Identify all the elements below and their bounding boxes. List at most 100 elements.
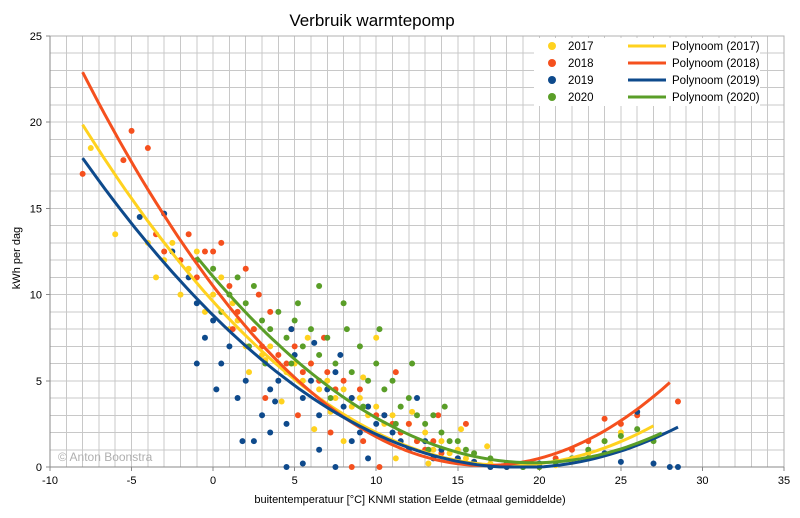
point-2020 <box>275 308 282 315</box>
point-2017 <box>193 248 200 255</box>
point-2017 <box>177 291 184 298</box>
point-2018 <box>242 265 249 272</box>
point-2017 <box>409 408 416 415</box>
legend-marker-2018 <box>548 59 556 67</box>
point-2018 <box>674 398 681 405</box>
legend-background <box>534 38 760 106</box>
point-2017 <box>267 343 274 350</box>
point-2019 <box>299 460 306 467</box>
x-tick-label: -10 <box>42 475 58 487</box>
point-2017 <box>425 460 432 467</box>
point-2019 <box>340 403 347 410</box>
x-tick-label: 10 <box>370 475 382 487</box>
point-2020 <box>242 300 249 307</box>
point-2020 <box>348 369 355 376</box>
point-2017 <box>389 412 396 419</box>
trendlines <box>81 71 679 469</box>
legend-marker-2017 <box>548 42 556 50</box>
watermark: © Anton Boonstra <box>58 450 153 464</box>
point-2020 <box>376 326 383 333</box>
point-2018 <box>294 412 301 419</box>
legend-label-Polynoom (2019): Polynoom (2019) <box>672 75 760 87</box>
point-2020 <box>441 403 448 410</box>
point-2017 <box>360 374 367 381</box>
point-2017 <box>430 446 437 453</box>
legend-marker-2019 <box>548 76 556 84</box>
point-2018 <box>435 412 442 419</box>
point-2020 <box>601 438 608 445</box>
legend-label-Polynoom (2018): Polynoom (2018) <box>672 58 760 70</box>
point-2017 <box>316 386 323 393</box>
legend: 2017 2018 2019 2020 Polynoom (2017) Polynoom … <box>534 38 760 106</box>
x-tick-label: 20 <box>533 475 545 487</box>
y-tick-label: 5 <box>36 376 42 388</box>
point-2018 <box>226 282 233 289</box>
point-2017 <box>484 443 491 450</box>
point-2020 <box>324 334 331 341</box>
x-tick-label: 35 <box>778 475 790 487</box>
point-2018 <box>267 308 274 315</box>
point-2020 <box>430 412 437 419</box>
point-2017 <box>332 395 339 402</box>
point-2017 <box>438 438 445 445</box>
legend-label-Polynoom (2020): Polynoom (2020) <box>672 92 760 104</box>
point-2018 <box>324 369 331 376</box>
point-2020 <box>283 334 290 341</box>
y-tick-label: 20 <box>30 117 42 129</box>
point-2018 <box>201 248 208 255</box>
point-2019 <box>316 412 323 419</box>
axes <box>46 35 785 471</box>
point-2019 <box>213 386 220 393</box>
legend-label-2017: 2017 <box>568 41 594 53</box>
point-2018 <box>128 127 135 134</box>
x-tick-label: -5 <box>127 475 137 487</box>
point-2020 <box>332 360 339 367</box>
point-2019 <box>193 360 200 367</box>
point-2018 <box>307 360 314 367</box>
point-2017 <box>304 334 311 341</box>
point-2020 <box>389 377 396 384</box>
point-2018 <box>601 415 608 422</box>
point-2017 <box>210 291 217 298</box>
x-tick-label: 15 <box>452 475 464 487</box>
point-2017 <box>278 398 285 405</box>
point-2018 <box>392 369 399 376</box>
point-2017 <box>392 455 399 462</box>
point-2018 <box>79 170 86 177</box>
point-2020 <box>381 386 388 393</box>
point-2018 <box>283 360 290 367</box>
point-2017 <box>458 426 465 433</box>
point-2019 <box>201 334 208 341</box>
point-2018 <box>229 326 236 333</box>
point-2017 <box>311 426 318 433</box>
point-2020 <box>409 360 416 367</box>
point-2019 <box>674 464 681 470</box>
legend-label-2018: 2018 <box>568 58 594 70</box>
point-2020 <box>234 274 241 281</box>
point-2017 <box>87 145 94 152</box>
point-2019 <box>210 317 217 324</box>
point-2017 <box>112 231 119 238</box>
point-2017 <box>422 429 429 436</box>
point-2019 <box>666 464 673 470</box>
point-2020 <box>446 438 453 445</box>
point-2017 <box>340 438 347 445</box>
y-tick-label: 0 <box>36 462 42 474</box>
point-2019 <box>307 377 314 384</box>
point-2017 <box>245 369 252 376</box>
point-2019 <box>381 412 388 419</box>
point-2020 <box>585 446 592 453</box>
point-2019 <box>348 395 355 402</box>
point-2019 <box>275 377 282 384</box>
point-2019 <box>332 369 339 376</box>
point-2020 <box>356 343 363 350</box>
trendline-Polynoom (2018) <box>81 71 671 468</box>
point-2019 <box>365 403 372 410</box>
point-2019 <box>136 214 143 221</box>
legend-label-2020: 2020 <box>568 92 594 104</box>
point-2018 <box>210 248 217 255</box>
point-2020 <box>462 446 469 453</box>
point-2018 <box>340 377 347 384</box>
point-2018 <box>462 420 469 427</box>
point-2020 <box>291 317 298 324</box>
